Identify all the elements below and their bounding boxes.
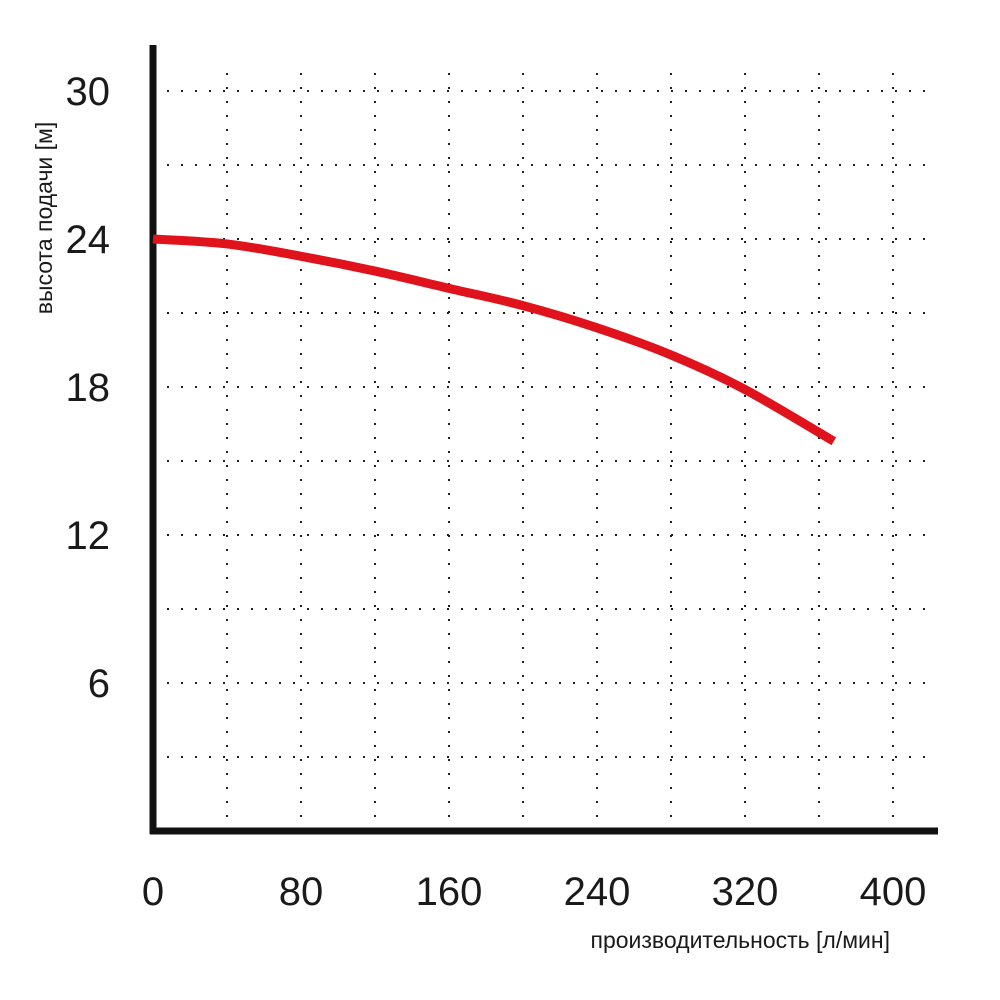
x-tick-label: 0 xyxy=(142,870,164,914)
series-layer xyxy=(152,234,837,446)
y-tick-label: 12 xyxy=(66,514,111,558)
y-axis-label: высота подачи [м] xyxy=(31,122,57,315)
x-tick-label: 240 xyxy=(564,870,631,914)
x-tick-label: 80 xyxy=(279,870,324,914)
x-tick-labels: 0 80 160 240 320 400 xyxy=(142,870,927,914)
x-axis-label: производительность [л/мин] xyxy=(590,927,890,953)
y-tick-label: 6 xyxy=(88,662,110,706)
axes xyxy=(149,45,938,835)
y-tick-label: 30 xyxy=(66,70,111,114)
series-line-0 xyxy=(152,234,837,446)
y-tick-label: 18 xyxy=(66,366,111,410)
grid xyxy=(153,61,926,831)
x-tick-label: 160 xyxy=(416,870,483,914)
y-tick-label: 24 xyxy=(66,218,111,262)
x-tick-label: 320 xyxy=(712,870,779,914)
x-tick-label: 400 xyxy=(860,870,927,914)
y-tick-labels: 6 12 18 24 30 xyxy=(66,70,111,706)
